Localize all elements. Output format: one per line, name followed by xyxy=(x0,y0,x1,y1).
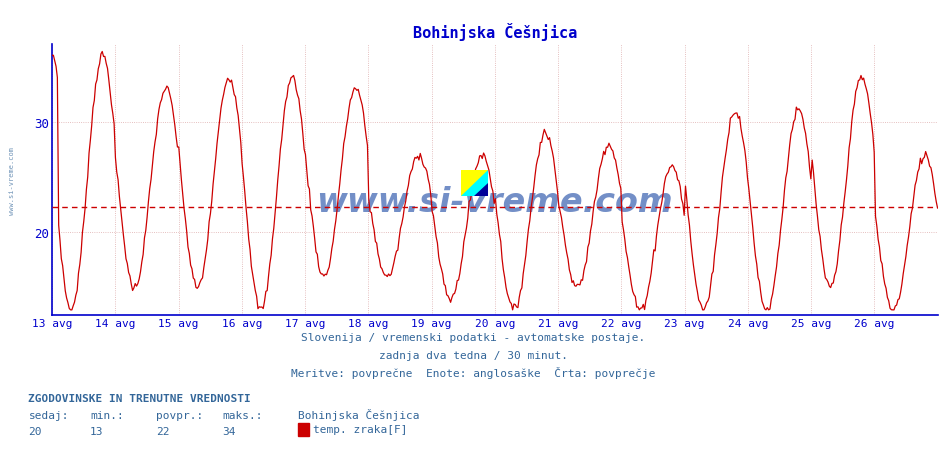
Polygon shape xyxy=(461,170,488,197)
Text: temp. zraka[F]: temp. zraka[F] xyxy=(313,424,408,434)
Title: Bohinjska Češnjica: Bohinjska Češnjica xyxy=(413,23,577,41)
Text: zadnja dva tedna / 30 minut.: zadnja dva tedna / 30 minut. xyxy=(379,350,568,360)
Text: Slovenija / vremenski podatki - avtomatske postaje.: Slovenija / vremenski podatki - avtomats… xyxy=(301,332,646,342)
Text: 20: 20 xyxy=(28,426,42,436)
Text: Bohinjska Češnjica: Bohinjska Češnjica xyxy=(298,409,420,420)
Text: povpr.:: povpr.: xyxy=(156,410,204,420)
Polygon shape xyxy=(474,184,488,197)
Text: 34: 34 xyxy=(223,426,236,436)
Text: 13: 13 xyxy=(90,426,103,436)
Polygon shape xyxy=(461,170,488,197)
Text: www.si-vreme.com: www.si-vreme.com xyxy=(316,185,673,219)
Text: min.:: min.: xyxy=(90,410,124,420)
Text: www.si-vreme.com: www.si-vreme.com xyxy=(9,147,15,214)
Text: maks.:: maks.: xyxy=(223,410,263,420)
Text: Meritve: povprečne  Enote: anglosaške  Črta: povprečje: Meritve: povprečne Enote: anglosaške Črt… xyxy=(292,367,655,378)
Text: ZGODOVINSKE IN TRENUTNE VREDNOSTI: ZGODOVINSKE IN TRENUTNE VREDNOSTI xyxy=(28,393,251,403)
Text: 22: 22 xyxy=(156,426,170,436)
Text: sedaj:: sedaj: xyxy=(28,410,69,420)
